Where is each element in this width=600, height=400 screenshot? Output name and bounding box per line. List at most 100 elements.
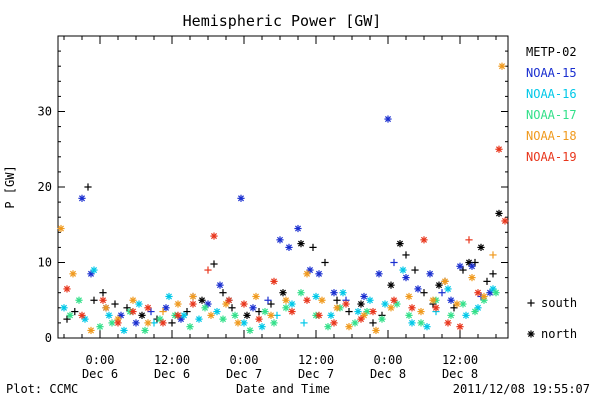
data-point — [270, 277, 278, 285]
x-axis-label: Date and Time — [236, 382, 330, 396]
data-point — [327, 311, 335, 319]
data-point — [402, 251, 410, 259]
y-tick-label: 30 — [38, 105, 52, 119]
data-point — [333, 296, 341, 304]
y-axis-label: P [GW] — [3, 165, 17, 208]
data-point — [321, 258, 329, 267]
data-point — [441, 277, 449, 285]
data-point — [468, 274, 476, 282]
x-tick-label-time: 0:00 — [86, 353, 115, 367]
data-point — [219, 315, 227, 323]
data-point — [78, 311, 86, 319]
data-point — [297, 240, 305, 248]
data-point — [468, 262, 476, 270]
data-point — [282, 296, 290, 304]
data-point — [381, 300, 389, 308]
data-point — [396, 240, 404, 248]
data-point — [456, 262, 464, 270]
marker-legend: south north — [527, 296, 577, 341]
x-tick-label-date: Dec 6 — [154, 367, 190, 381]
data-point — [288, 300, 296, 308]
data-point — [219, 289, 227, 297]
x-tick-label-date: Dec 7 — [298, 367, 334, 381]
data-point — [330, 319, 338, 327]
data-point — [501, 217, 509, 225]
data-point — [264, 296, 272, 304]
data-point — [315, 311, 323, 319]
data-point — [69, 270, 77, 278]
data-point — [456, 323, 464, 331]
data-point — [465, 236, 473, 244]
data-point — [111, 300, 119, 308]
data-point — [357, 300, 365, 308]
data-point — [243, 311, 251, 319]
data-point — [129, 307, 137, 316]
south-marker — [527, 299, 535, 307]
series-noaa-16 — [60, 266, 497, 335]
data-point — [162, 304, 170, 312]
legend-entry: NOAA-15 — [526, 66, 577, 80]
data-point — [498, 62, 506, 70]
data-point — [375, 270, 383, 278]
data-point — [369, 307, 377, 316]
data-point — [57, 224, 65, 233]
data-point — [303, 296, 311, 304]
plot-credit: Plot: CCMC — [6, 382, 78, 396]
data-point — [300, 319, 308, 327]
data-point — [216, 281, 224, 289]
series-noaa-15 — [78, 115, 494, 327]
data-point — [399, 266, 407, 274]
data-point — [213, 307, 221, 316]
data-point — [405, 292, 413, 301]
data-point — [201, 304, 209, 312]
series-noaa-19 — [63, 145, 509, 331]
data-point — [159, 319, 167, 327]
data-point — [495, 209, 503, 218]
data-point — [408, 319, 416, 327]
data-point — [390, 258, 398, 267]
data-point — [258, 323, 266, 331]
data-point — [63, 285, 71, 293]
data-point — [288, 307, 296, 316]
series-legend: METP-02 NOAA-15 NOAA-16 NOAA-17 NOAA-18 NOAA-… — [526, 45, 577, 164]
data-point — [105, 311, 113, 319]
x-tick-label-date: Dec 8 — [442, 367, 478, 381]
data-point — [81, 315, 89, 323]
data-point — [387, 304, 395, 312]
data-point — [423, 323, 431, 331]
data-point — [432, 304, 440, 312]
data-point — [210, 232, 218, 240]
data-point — [237, 194, 245, 202]
data-point — [234, 319, 242, 327]
data-point — [132, 319, 140, 327]
data-point — [231, 311, 239, 319]
marker-legend-entry: south — [527, 296, 577, 310]
data-point — [135, 300, 143, 308]
data-point — [447, 311, 455, 319]
data-point — [60, 304, 68, 312]
data-point — [369, 319, 377, 327]
data-point — [447, 296, 455, 304]
data-point — [489, 270, 497, 278]
data-point — [87, 326, 95, 335]
x-tick-label-time: 12:00 — [442, 353, 478, 367]
data-point — [471, 258, 479, 267]
data-point — [411, 266, 419, 274]
data-point — [351, 319, 359, 327]
data-point — [324, 323, 332, 331]
data-point — [75, 296, 83, 304]
data-point — [330, 289, 338, 297]
data-point — [270, 319, 278, 327]
series-metp-02 — [63, 183, 503, 327]
marker-legend-entry: north — [527, 327, 577, 341]
legend-entry: NOAA-19 — [526, 150, 577, 164]
data-point — [294, 224, 302, 233]
data-point — [210, 260, 218, 268]
data-point — [165, 292, 173, 301]
data-point — [405, 311, 413, 319]
data-point — [129, 296, 137, 304]
data-point — [360, 292, 368, 301]
data-point — [318, 296, 326, 304]
